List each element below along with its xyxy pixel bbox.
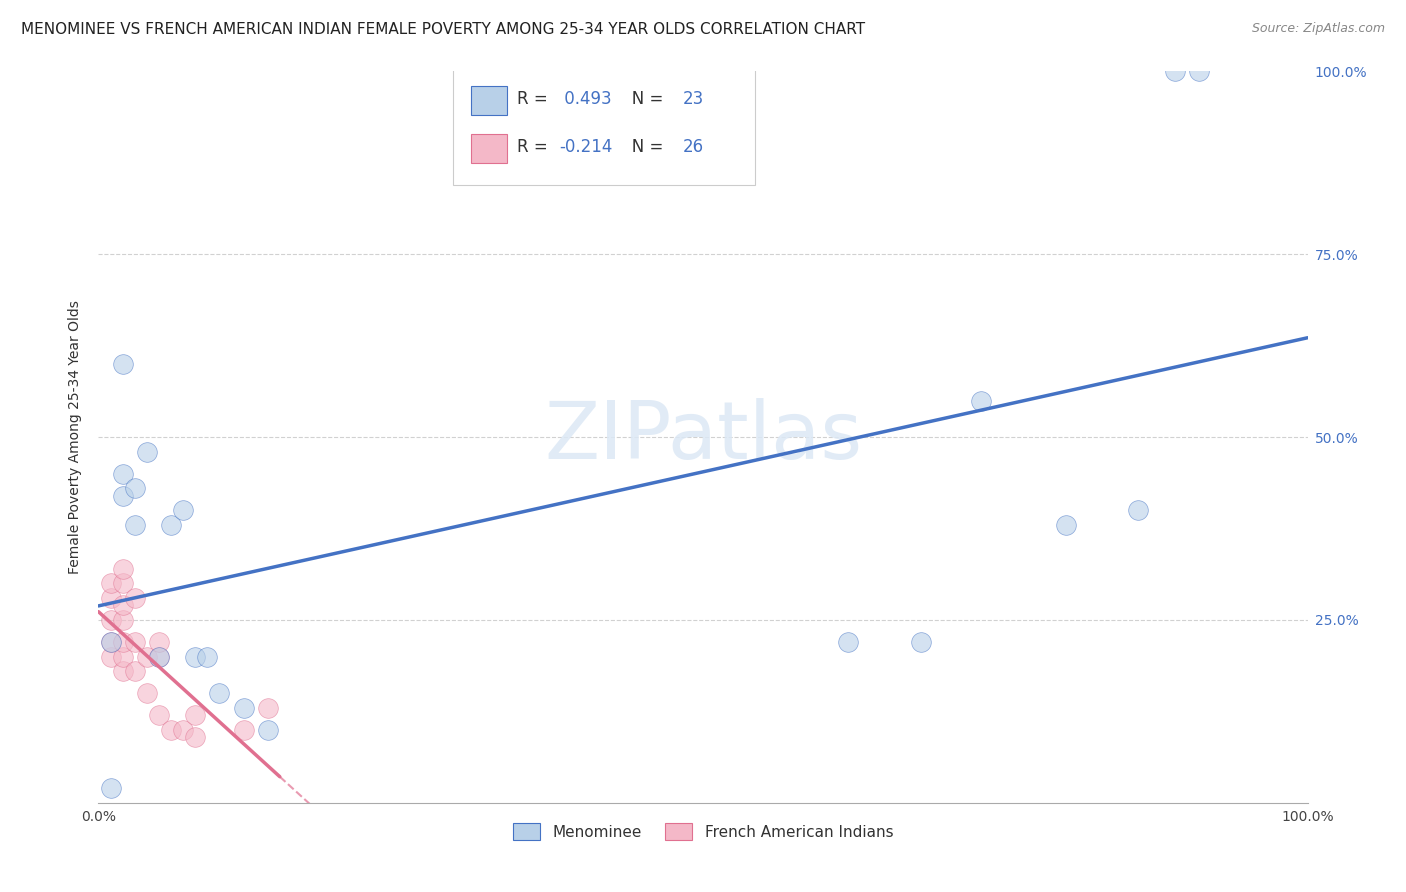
Text: MENOMINEE VS FRENCH AMERICAN INDIAN FEMALE POVERTY AMONG 25-34 YEAR OLDS CORRELA: MENOMINEE VS FRENCH AMERICAN INDIAN FEMA… bbox=[21, 22, 865, 37]
Point bbox=[160, 723, 183, 737]
Point bbox=[135, 686, 157, 700]
Point bbox=[172, 503, 194, 517]
Text: R =: R = bbox=[517, 137, 553, 156]
Point bbox=[111, 357, 134, 371]
Text: 0.493: 0.493 bbox=[560, 90, 612, 108]
Text: ZIPatlas: ZIPatlas bbox=[544, 398, 862, 476]
Point bbox=[1163, 64, 1185, 78]
Point bbox=[135, 444, 157, 458]
Point bbox=[148, 708, 170, 723]
FancyBboxPatch shape bbox=[471, 134, 508, 163]
Point bbox=[1188, 64, 1211, 78]
Point bbox=[184, 730, 207, 744]
Point bbox=[208, 686, 231, 700]
Point bbox=[232, 700, 254, 714]
Point bbox=[111, 649, 134, 664]
Point bbox=[970, 393, 993, 408]
Point bbox=[124, 664, 146, 678]
Point bbox=[100, 591, 122, 605]
Point bbox=[111, 599, 134, 613]
Point bbox=[910, 635, 932, 649]
Legend: Menominee, French American Indians: Menominee, French American Indians bbox=[506, 816, 900, 847]
Point bbox=[100, 613, 122, 627]
Point bbox=[100, 649, 122, 664]
FancyBboxPatch shape bbox=[453, 55, 755, 186]
Text: N =: N = bbox=[616, 90, 669, 108]
Point bbox=[111, 489, 134, 503]
FancyBboxPatch shape bbox=[471, 86, 508, 115]
Point bbox=[111, 562, 134, 576]
Point bbox=[111, 664, 134, 678]
Text: Source: ZipAtlas.com: Source: ZipAtlas.com bbox=[1251, 22, 1385, 36]
Point bbox=[124, 591, 146, 605]
Point bbox=[100, 576, 122, 591]
Point bbox=[111, 635, 134, 649]
Text: -0.214: -0.214 bbox=[560, 137, 613, 156]
Text: N =: N = bbox=[616, 137, 669, 156]
Point bbox=[1128, 503, 1150, 517]
Point bbox=[160, 517, 183, 532]
Point bbox=[1054, 517, 1077, 532]
Point bbox=[111, 467, 134, 481]
Point bbox=[232, 723, 254, 737]
Point bbox=[124, 481, 146, 495]
Point bbox=[111, 576, 134, 591]
Point bbox=[135, 649, 157, 664]
Point bbox=[184, 649, 207, 664]
Y-axis label: Female Poverty Among 25-34 Year Olds: Female Poverty Among 25-34 Year Olds bbox=[69, 300, 83, 574]
Point bbox=[837, 635, 859, 649]
Text: 26: 26 bbox=[682, 137, 703, 156]
Point bbox=[184, 708, 207, 723]
Point bbox=[124, 635, 146, 649]
Point bbox=[100, 635, 122, 649]
Point bbox=[100, 781, 122, 796]
Point bbox=[172, 723, 194, 737]
Point bbox=[148, 649, 170, 664]
Text: R =: R = bbox=[517, 90, 553, 108]
Point bbox=[148, 649, 170, 664]
Point bbox=[148, 635, 170, 649]
Point bbox=[111, 613, 134, 627]
Text: 23: 23 bbox=[682, 90, 703, 108]
Point bbox=[256, 723, 278, 737]
Point bbox=[100, 635, 122, 649]
Point bbox=[124, 517, 146, 532]
Point bbox=[256, 700, 278, 714]
Point bbox=[195, 649, 218, 664]
